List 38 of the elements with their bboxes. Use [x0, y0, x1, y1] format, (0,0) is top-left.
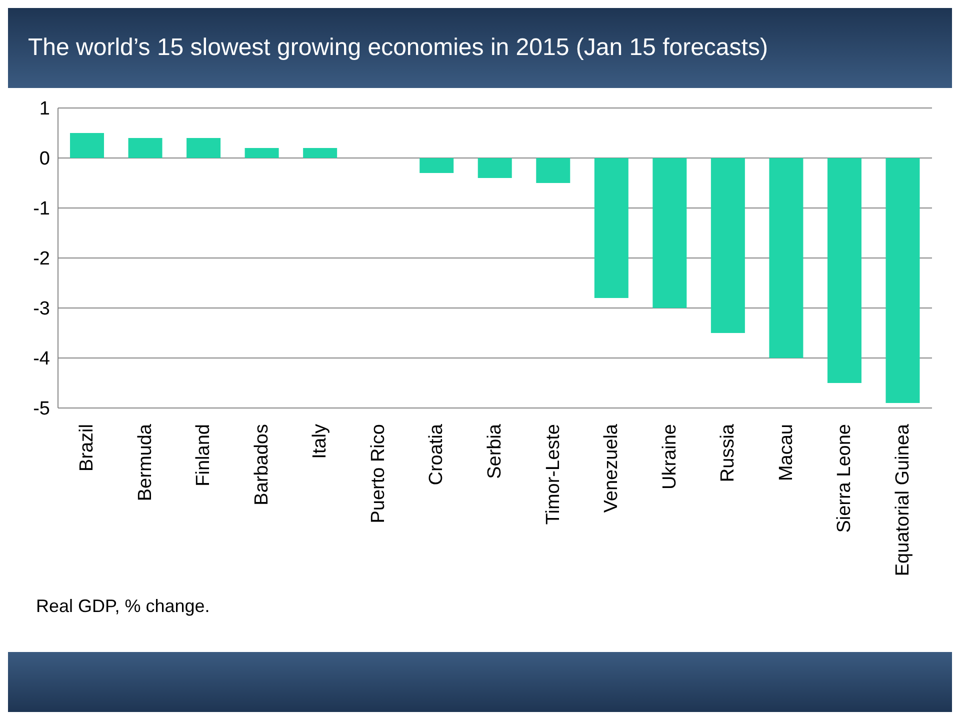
y-tick-label: 1	[39, 98, 50, 120]
y-tick-label: -1	[33, 198, 50, 220]
x-tick-label: Italy	[310, 424, 331, 459]
x-tick-label: Ukraine	[659, 424, 680, 490]
x-tick-label: Barbados	[251, 424, 272, 506]
bar	[420, 158, 454, 173]
bar	[769, 158, 804, 358]
x-tick-label: Serbia	[484, 424, 506, 479]
x-tick-label: Croatia	[426, 424, 448, 486]
text: Real GDP, % change.	[36, 596, 210, 617]
chart-title: The world’s 15 slowest growing economies in 2015 (Jan 15 forecasts)	[28, 34, 768, 62]
bar	[536, 158, 570, 183]
y-tick-label: -3	[33, 298, 50, 320]
bar	[827, 158, 862, 383]
bar	[70, 133, 104, 158]
x-tick-label: Finland	[193, 424, 214, 486]
x-tick-label: Russia	[718, 424, 739, 482]
y-tick-label: -5	[33, 398, 50, 420]
x-tick-label: Macau	[776, 424, 797, 482]
bar	[128, 138, 162, 158]
x-tick-label: Bermuda	[134, 424, 156, 502]
y-tick-label: -2	[33, 248, 50, 270]
bar	[594, 158, 628, 298]
y-tick-label: -4	[33, 348, 50, 370]
x-tick-label: Sierra Leone	[834, 424, 856, 533]
bar	[886, 158, 920, 403]
x-tick-label: Equatorial Guinea	[892, 424, 914, 576]
x-tick-label: Timor-Leste	[542, 424, 564, 525]
x-tick-label: Venezuela	[601, 424, 622, 513]
bar	[710, 158, 745, 333]
bar	[652, 158, 687, 308]
x-tick-label: Puerto Rico	[368, 424, 389, 524]
bar	[303, 148, 338, 158]
bar	[478, 158, 512, 178]
bar	[244, 148, 279, 158]
bar	[186, 138, 221, 158]
x-tick-label: Brazil	[76, 424, 98, 472]
y-tick-label: 0	[39, 148, 50, 170]
